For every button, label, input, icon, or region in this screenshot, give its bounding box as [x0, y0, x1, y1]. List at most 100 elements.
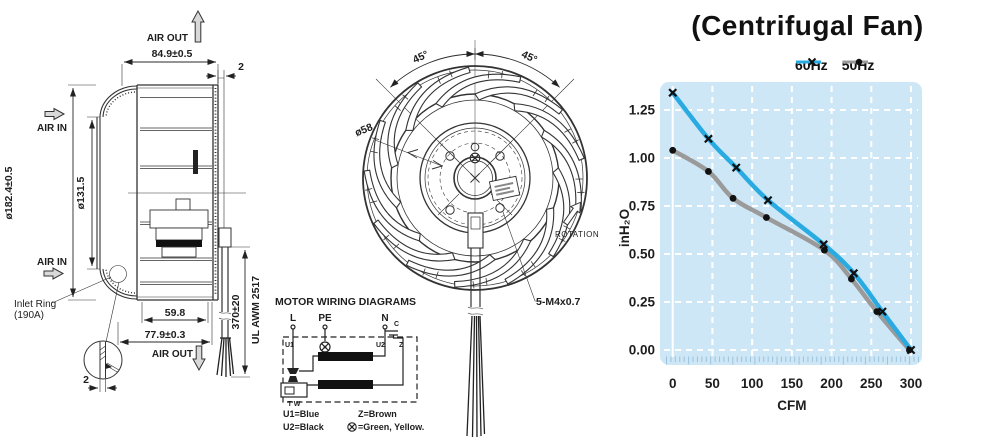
chart-plot: 0.00 0.25 0.50 0.75 1.00 1.25 0 50 100 150 200 250 3… [617, 82, 922, 414]
ytick-label: 1.00 [629, 151, 655, 166]
side-view-drawing: AIR OUT 84.9±0.5 2 [3, 9, 262, 392]
legend-u1: U1=Blue [283, 409, 319, 419]
dim-lead-length-label: 370±20 [230, 294, 242, 329]
lead-wire-front [466, 212, 486, 438]
ytick-label: 0.50 [629, 247, 655, 262]
dim-inlet-dia: ø131.5 [75, 116, 100, 270]
blade-outline [363, 169, 421, 242]
dim-motor-depth: 59.8 [141, 302, 209, 323]
dim-lead-length: 370±20 UL AWM 2517 [230, 246, 262, 378]
xtick-label: 50 [705, 376, 720, 391]
blade [373, 219, 456, 262]
marker-dot [763, 214, 770, 221]
marker-dot [669, 146, 677, 154]
impeller-front-view [362, 40, 588, 291]
legend-swatch-icon [842, 58, 868, 66]
legend-item-50Hz: 50Hz [842, 57, 875, 73]
terminal-n-label: N [381, 313, 388, 324]
winding-coil [318, 380, 373, 389]
dim-inlet-dia-label: ø131.5 [75, 177, 87, 210]
air-out-bottom-label: AIR OUT [152, 349, 193, 360]
xtick-label: 0 [669, 376, 677, 391]
blade [370, 119, 402, 209]
marker-dot [906, 346, 913, 354]
screw-spec-label: 5-M4x0.7 [536, 296, 581, 308]
marker-dot [848, 275, 855, 283]
minor-ticks [666, 356, 919, 365]
center-mark [470, 173, 480, 183]
air-in-bottom-indicator: AIR IN [37, 257, 67, 280]
ground-symbol-icon [347, 422, 357, 432]
marker-x [668, 88, 678, 98]
xtick-label: 100 [741, 376, 764, 391]
legend-item-60Hz: 60Hz [795, 57, 828, 73]
rotation-indicator: ROTATION [555, 201, 599, 239]
rotation-label: ROTATION [555, 230, 599, 239]
terminal-l-label: L [290, 313, 296, 324]
detail-circle [83, 340, 123, 380]
blade-tick [394, 94, 409, 111]
blade-outline [504, 207, 555, 285]
blade [513, 103, 585, 161]
screw-spec-callout: 5-M4x0.7 [502, 211, 581, 308]
blade [504, 207, 555, 285]
mounting-bolts [445, 142, 505, 215]
air-out-top-indicator: AIR OUT [147, 9, 205, 44]
air-in-bottom-label: AIR IN [37, 257, 67, 268]
dim-ring-thickness-label: 2 [83, 374, 89, 386]
inlet-ring-callout: Inlet Ring (190A) [14, 265, 127, 343]
air-in-top-indicator: AIR IN [37, 107, 67, 134]
rotation-arrow-icon [562, 201, 582, 226]
wire-strands [216, 337, 235, 377]
wiring-box [282, 336, 418, 403]
xtick-label: 300 [900, 376, 923, 391]
air-in-top-label: AIR IN [37, 123, 67, 134]
marker-dot [729, 194, 737, 202]
arrow-down-icon [192, 345, 206, 372]
marker-x [819, 240, 829, 249]
lead-spec-label: UL AWM 2517 [250, 276, 262, 344]
arrow-right-icon [43, 267, 65, 280]
blade-tick [472, 277, 488, 289]
chart-legend: 60Hz 50Hz [795, 57, 874, 73]
u1-label: U1 [285, 342, 294, 349]
blade-tick [575, 178, 585, 193]
blade-outline [454, 238, 532, 288]
ytick-label: 0.25 [629, 295, 656, 310]
chart-title: (Centrifugal Fan) [691, 10, 924, 41]
marker-x [763, 195, 773, 205]
blade-tick [370, 137, 380, 154]
air-out-bottom-indicator: AIR OUT [152, 345, 206, 372]
inlet-ring-label-2: (190A) [14, 310, 44, 321]
motor-wiring-diagram: MOTOR WIRING DIAGRAMS L PE N C U1 U2 Z T… [275, 296, 424, 432]
blade-tick [520, 261, 536, 277]
dim-step-top: 2 [206, 61, 244, 84]
lead-wire-side [216, 227, 235, 377]
ytick-label: 0.75 [629, 199, 656, 214]
performance-chart: (Centrifugal Fan) 60Hz50Hz 0.000.250.500… [615, 0, 1000, 441]
blade [387, 82, 423, 169]
legend-z: Z=Brown [358, 409, 397, 419]
legend-u2: U2=Black [283, 422, 325, 432]
xtick-label: 150 [781, 376, 804, 391]
blade [363, 169, 421, 242]
dim-ring-thickness: 2 [83, 374, 117, 392]
capacitor-label: C [394, 321, 399, 328]
series-line-50Hz [670, 148, 912, 353]
blade-outline [548, 167, 571, 258]
series-markers-50Hz [669, 146, 913, 354]
ground-symbol-icon [319, 341, 331, 353]
axis-labels: 0.00 0.25 0.50 0.75 1.00 1.25 0 50 100 150 200 250 3… [617, 103, 922, 414]
ytick-label: 1.25 [629, 103, 656, 118]
y-axis-title: inH₂O [617, 209, 632, 247]
blade-tick [383, 234, 400, 249]
blade [454, 238, 532, 289]
dim-step-top-label: 2 [238, 61, 244, 73]
blade-outline [405, 254, 496, 277]
wiring-title: MOTOR WIRING DIAGRAMS [275, 296, 416, 308]
wire-strands [466, 315, 486, 438]
blade [548, 167, 571, 258]
dim-motor-depth-label: 59.8 [165, 307, 186, 319]
arrow-right-icon [44, 107, 66, 121]
